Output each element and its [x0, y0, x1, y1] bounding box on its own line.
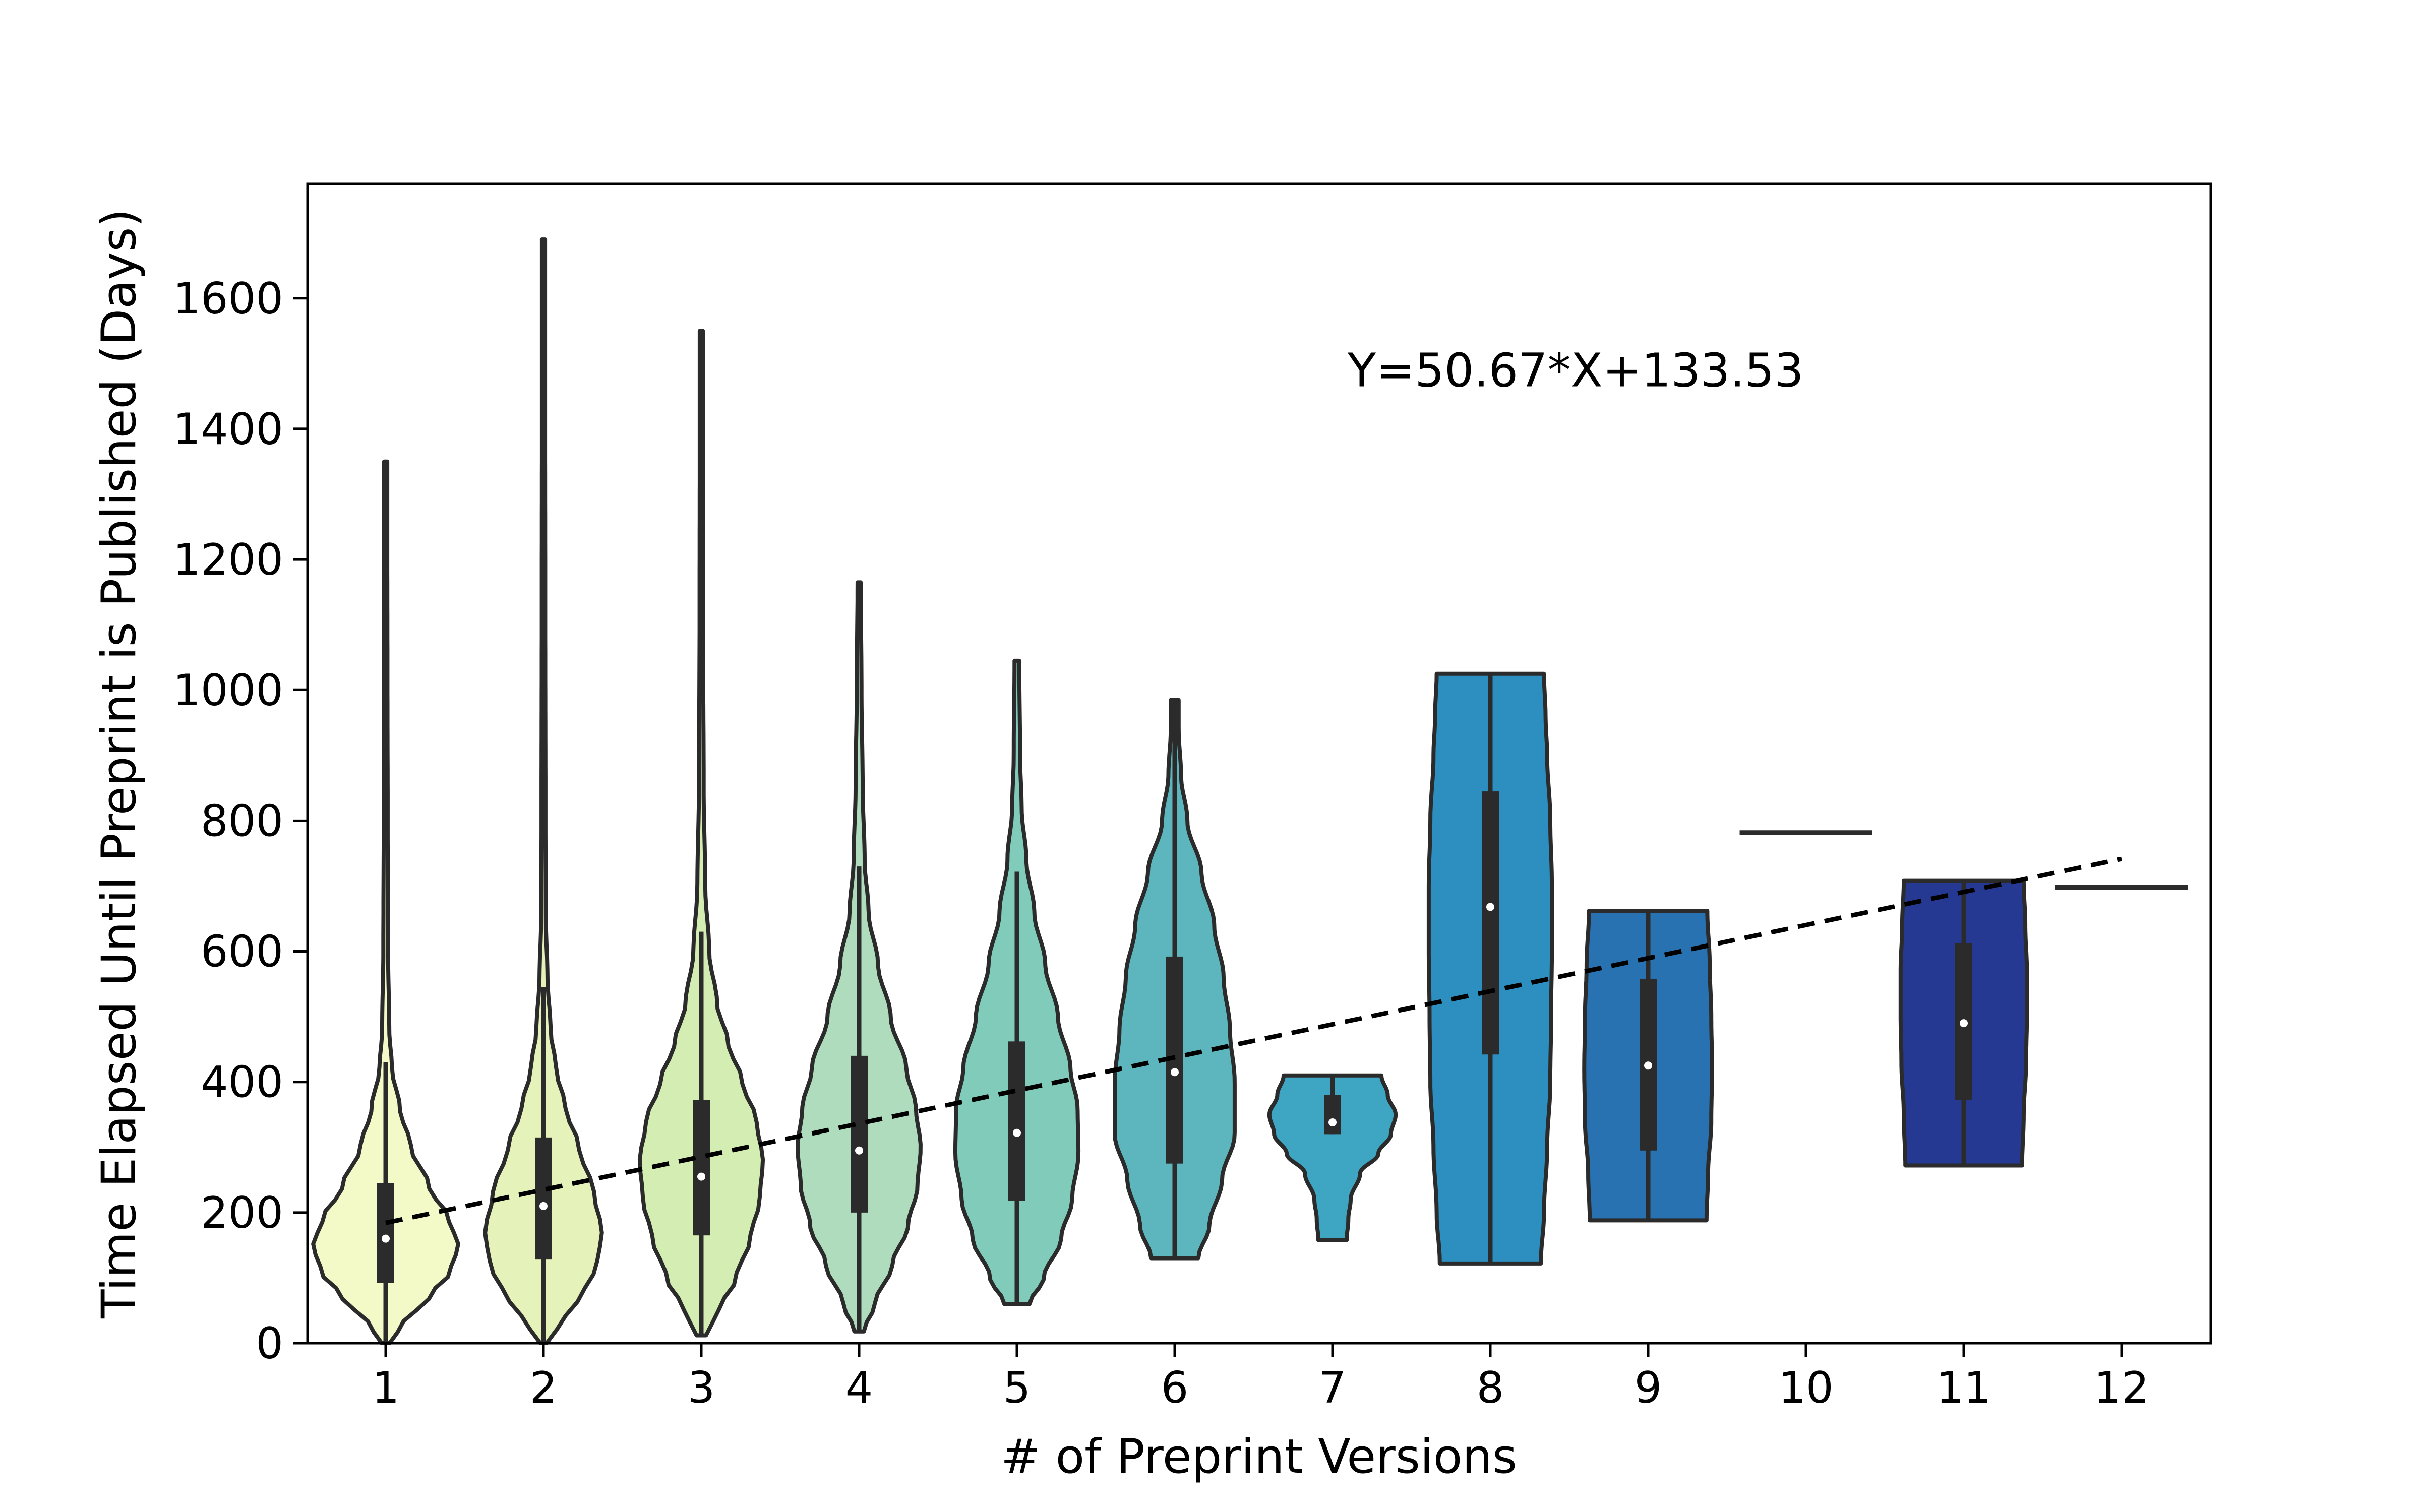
- y-tick-label-400: 400: [201, 1057, 283, 1108]
- median-9: [1644, 1061, 1652, 1070]
- median-4: [855, 1146, 863, 1155]
- plot-background: [308, 184, 2211, 1343]
- y-axis-label: Time Elapsed Until Preprint is Published…: [92, 209, 147, 1319]
- x-tick-label-6: 6: [1161, 1363, 1189, 1413]
- violin-1: [311, 459, 460, 1345]
- median-5: [1013, 1128, 1021, 1137]
- y-tick-label-1000: 1000: [173, 665, 283, 716]
- y-tick-label-0: 0: [256, 1318, 283, 1369]
- y-axis: 0 200 400 600 800 1000 1200 1400 1600: [173, 274, 308, 1369]
- y-tick-label-800: 800: [201, 796, 283, 846]
- x-tick-label-7: 7: [1319, 1363, 1347, 1413]
- x-tick-label-2: 2: [530, 1363, 558, 1413]
- x-tick-label-8: 8: [1477, 1363, 1504, 1413]
- x-tick-label-9: 9: [1635, 1363, 1662, 1413]
- y-tick-label-600: 600: [201, 927, 283, 977]
- trendline: [385, 856, 2122, 1225]
- iqr-box-2: [535, 1137, 552, 1260]
- violin-2: [483, 237, 604, 1345]
- median-1: [382, 1234, 390, 1243]
- iqr-box-8: [1482, 791, 1499, 1055]
- x-tick-label-4: 4: [845, 1363, 873, 1413]
- median-7: [1328, 1118, 1337, 1127]
- median-3: [697, 1172, 705, 1181]
- iqr-box-3: [693, 1100, 710, 1236]
- plot-frame: [306, 182, 2212, 1345]
- median-8: [1486, 903, 1494, 911]
- annotation-group: Y=50.67*X+133.53: [1347, 343, 1804, 397]
- median-6: [1171, 1068, 1179, 1077]
- x-tick-label-10: 10: [1778, 1363, 1833, 1413]
- violin-group: [311, 237, 2188, 1345]
- x-tick-label-11: 11: [1936, 1363, 1991, 1413]
- y-tick-label-1600: 1600: [173, 274, 283, 324]
- x-axis: 1 2 3 4 5 6 7 8 9 10 11 12: [372, 1343, 2149, 1413]
- x-tick-label-1: 1: [372, 1363, 400, 1413]
- y-tick-label-1400: 1400: [173, 404, 283, 455]
- x-axis-label: # of Preprint Versions: [1001, 1429, 1517, 1484]
- iqr-box-4: [851, 1055, 868, 1213]
- y-tick-label-1200: 1200: [173, 535, 283, 585]
- iqr-box-1: [377, 1183, 394, 1283]
- x-tick-label-3: 3: [688, 1363, 715, 1413]
- violin-3: [637, 329, 765, 1338]
- x-tick-label-5: 5: [1003, 1363, 1031, 1413]
- trendline-group: [385, 856, 2122, 1225]
- iqr-box-5: [1008, 1041, 1025, 1201]
- y-tick-label-200: 200: [201, 1188, 283, 1238]
- violin-7: [1267, 1073, 1398, 1242]
- iqr-box-7: [1324, 1095, 1341, 1135]
- annotation-text: Y=50.67*X+133.53: [1347, 343, 1804, 397]
- x-tick-label-12: 12: [2094, 1363, 2149, 1413]
- median-2: [539, 1202, 548, 1210]
- median-11: [1960, 1019, 1968, 1028]
